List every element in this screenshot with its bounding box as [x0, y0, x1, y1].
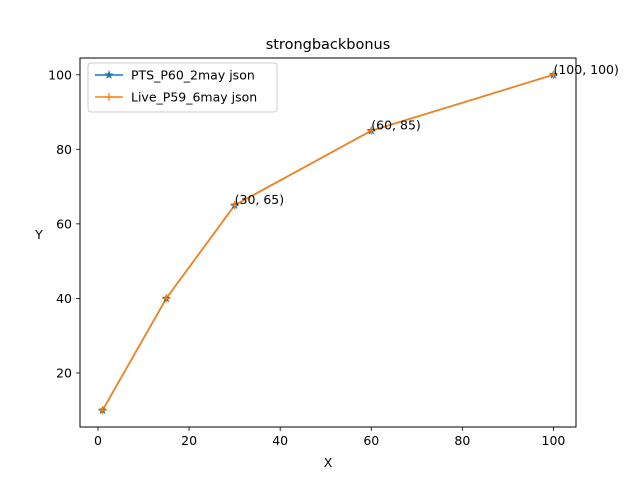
legend-label: Live_P59_6may json	[131, 90, 257, 105]
data-point-series-2	[549, 70, 558, 79]
data-point-series-2	[98, 406, 107, 415]
y-tick-label: 80	[56, 142, 72, 157]
legend-marker	[104, 70, 114, 79]
legend-label: PTS_P60_2may json	[131, 68, 255, 83]
legend-box	[87, 62, 278, 113]
series-markers	[97, 69, 559, 415]
legend-entries: PTS_P60_2may json Live_P59_6may json	[95, 68, 257, 105]
y-axis-ticks: 20 40 60 80 100	[48, 67, 80, 380]
x-tick-label: 60	[363, 433, 379, 448]
y-tick-label: 60	[56, 216, 72, 231]
y-tick-label: 40	[56, 291, 72, 306]
y-tick-label: 100	[48, 67, 72, 82]
x-tick-label: 20	[181, 433, 197, 448]
x-axis-ticks: 0 20 40 60 80 100	[94, 427, 565, 448]
point-annotation: (100, 100)	[553, 62, 618, 77]
x-axis-label: X	[324, 455, 333, 470]
y-axis-label: Y	[34, 227, 43, 242]
data-point-series-2	[230, 201, 239, 210]
point-annotations: (30, 65) (60, 85) (100, 100)	[235, 62, 619, 207]
axes-frame	[79, 57, 577, 428]
x-tick-label: 80	[454, 433, 470, 448]
x-tick-label: 0	[94, 433, 102, 448]
legend-marker	[105, 93, 113, 101]
data-point-series-2	[162, 294, 171, 303]
legend-entry: PTS_P60_2may json	[95, 68, 255, 83]
x-tick-label: 40	[272, 433, 288, 448]
x-tick-label: 100	[542, 433, 566, 448]
data-point-series-2	[367, 126, 376, 135]
point-annotation: (30, 65)	[235, 192, 285, 207]
point-annotation: (60, 85)	[371, 118, 421, 133]
legend: PTS_P60_2may json Live_P59_6may json	[87, 62, 278, 113]
chart-title: strongbackbonus	[266, 37, 391, 53]
legend-entry: Live_P59_6may json	[95, 90, 257, 105]
y-tick-label: 20	[56, 365, 72, 380]
plot-area: 0 20 40 60 80 100 20 40 60 80 100 (30, 65) (60, 85…	[48, 57, 619, 448]
